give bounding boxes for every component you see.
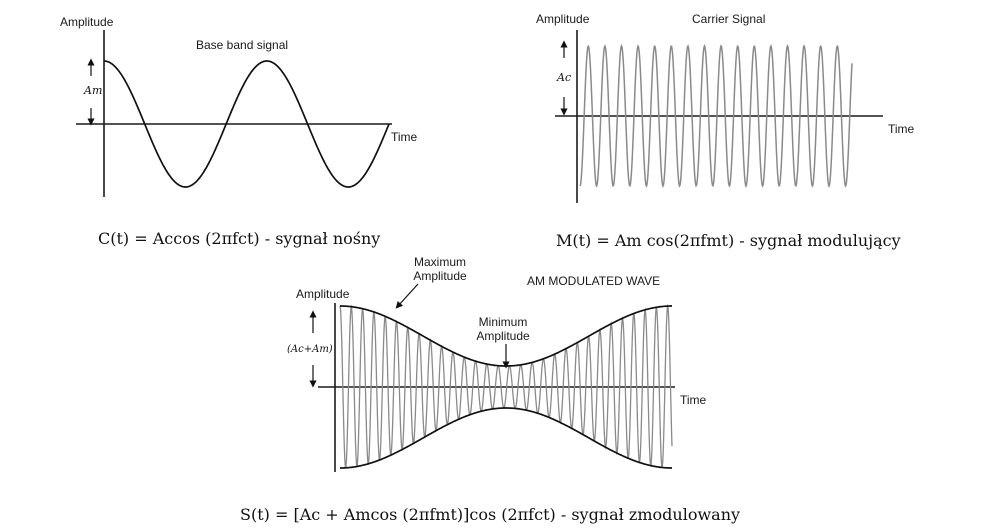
minimum-amplitude-line1: Minimum (478, 315, 528, 329)
maximum-amplitude-pointer (395, 283, 419, 309)
message-equation: M(t) = Am cos(2πfmt) - sygnał modulujący (556, 231, 901, 250)
lower-envelope (339, 407, 673, 469)
baseband-axes (76, 30, 392, 197)
modulated-axes (318, 303, 675, 472)
modulated-amplitude-label: Amplitude (296, 287, 350, 301)
minimum-amplitude-line2: Amplitude (476, 329, 530, 343)
modulated-title: AM MODULATED WAVE (527, 274, 661, 288)
baseband-amplitude-symbol: Am (84, 84, 103, 97)
carrier-time-label: Time (888, 122, 915, 136)
carrier-title: Carrier Signal (692, 12, 766, 26)
carrier-equation: C(t) = Accos (2πfct) - sygnał nośny (98, 229, 381, 248)
modulated-equation: S(t) = [Ac + Amcos (2πfmt)]cos (2πfct) -… (240, 505, 741, 524)
minimum-amplitude-label: Minimum Amplitude (463, 315, 543, 343)
modulated-time-label: Time (680, 393, 707, 407)
maximum-amplitude-line2: Amplitude (413, 269, 467, 283)
baseband-wave (103, 60, 390, 188)
annotation-pointers (395, 283, 510, 369)
maximum-amplitude-line1: Maximum (413, 255, 466, 269)
carrier-amplitude-symbol: Ac (557, 71, 572, 84)
carrier-wave (579, 43, 853, 189)
baseband-time-label: Time (391, 130, 418, 144)
baseband-amplitude-label: Amplitude (60, 15, 114, 29)
modulated-amplitude-symbol: (Ac+Am) (287, 344, 333, 355)
carrier-amplitude-label: Amplitude (536, 12, 590, 26)
maximum-amplitude-label: Maximum Amplitude (400, 255, 480, 283)
baseband-title: Base band signal (196, 38, 289, 52)
